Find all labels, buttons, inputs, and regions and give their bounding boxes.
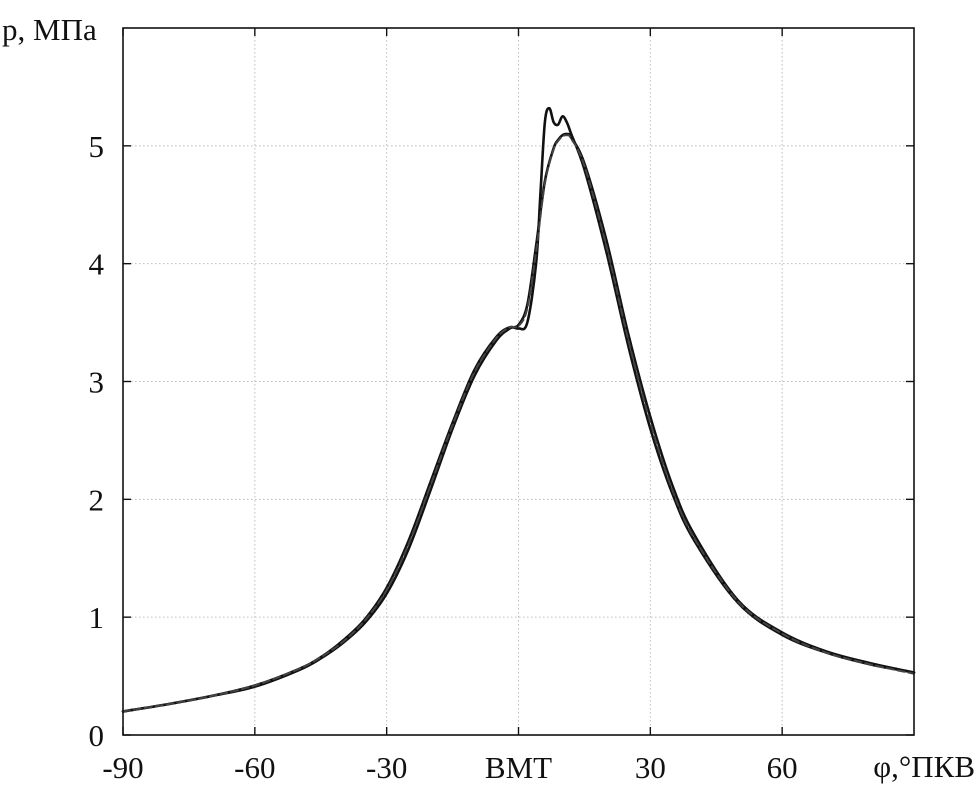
x-tick-label: 30 <box>635 750 666 785</box>
x-tick-label: -60 <box>234 750 275 785</box>
series-line-3 <box>122 134 915 713</box>
y-axis-label: p, МПа <box>2 12 97 47</box>
x-tick-label: -90 <box>102 750 143 785</box>
x-tick-label: 60 <box>767 750 798 785</box>
y-tick-label: 4 <box>89 247 105 282</box>
grid <box>123 28 914 735</box>
x-tick-label: ВМТ <box>485 750 552 785</box>
x-axis-label: φ,°ПКВ <box>873 749 975 784</box>
y-tick-label: 3 <box>89 365 105 400</box>
y-tick-label: 1 <box>89 600 105 635</box>
y-tick-label: 2 <box>89 482 105 517</box>
y-tick-label: 0 <box>89 718 105 753</box>
axis-ticks: -90 -60 -30 ВМТ 30 60 0 1 2 3 4 5 <box>89 28 914 785</box>
x-tick-label: -30 <box>366 750 407 785</box>
plot-series <box>121 106 916 713</box>
y-tick-label: 5 <box>89 129 105 164</box>
